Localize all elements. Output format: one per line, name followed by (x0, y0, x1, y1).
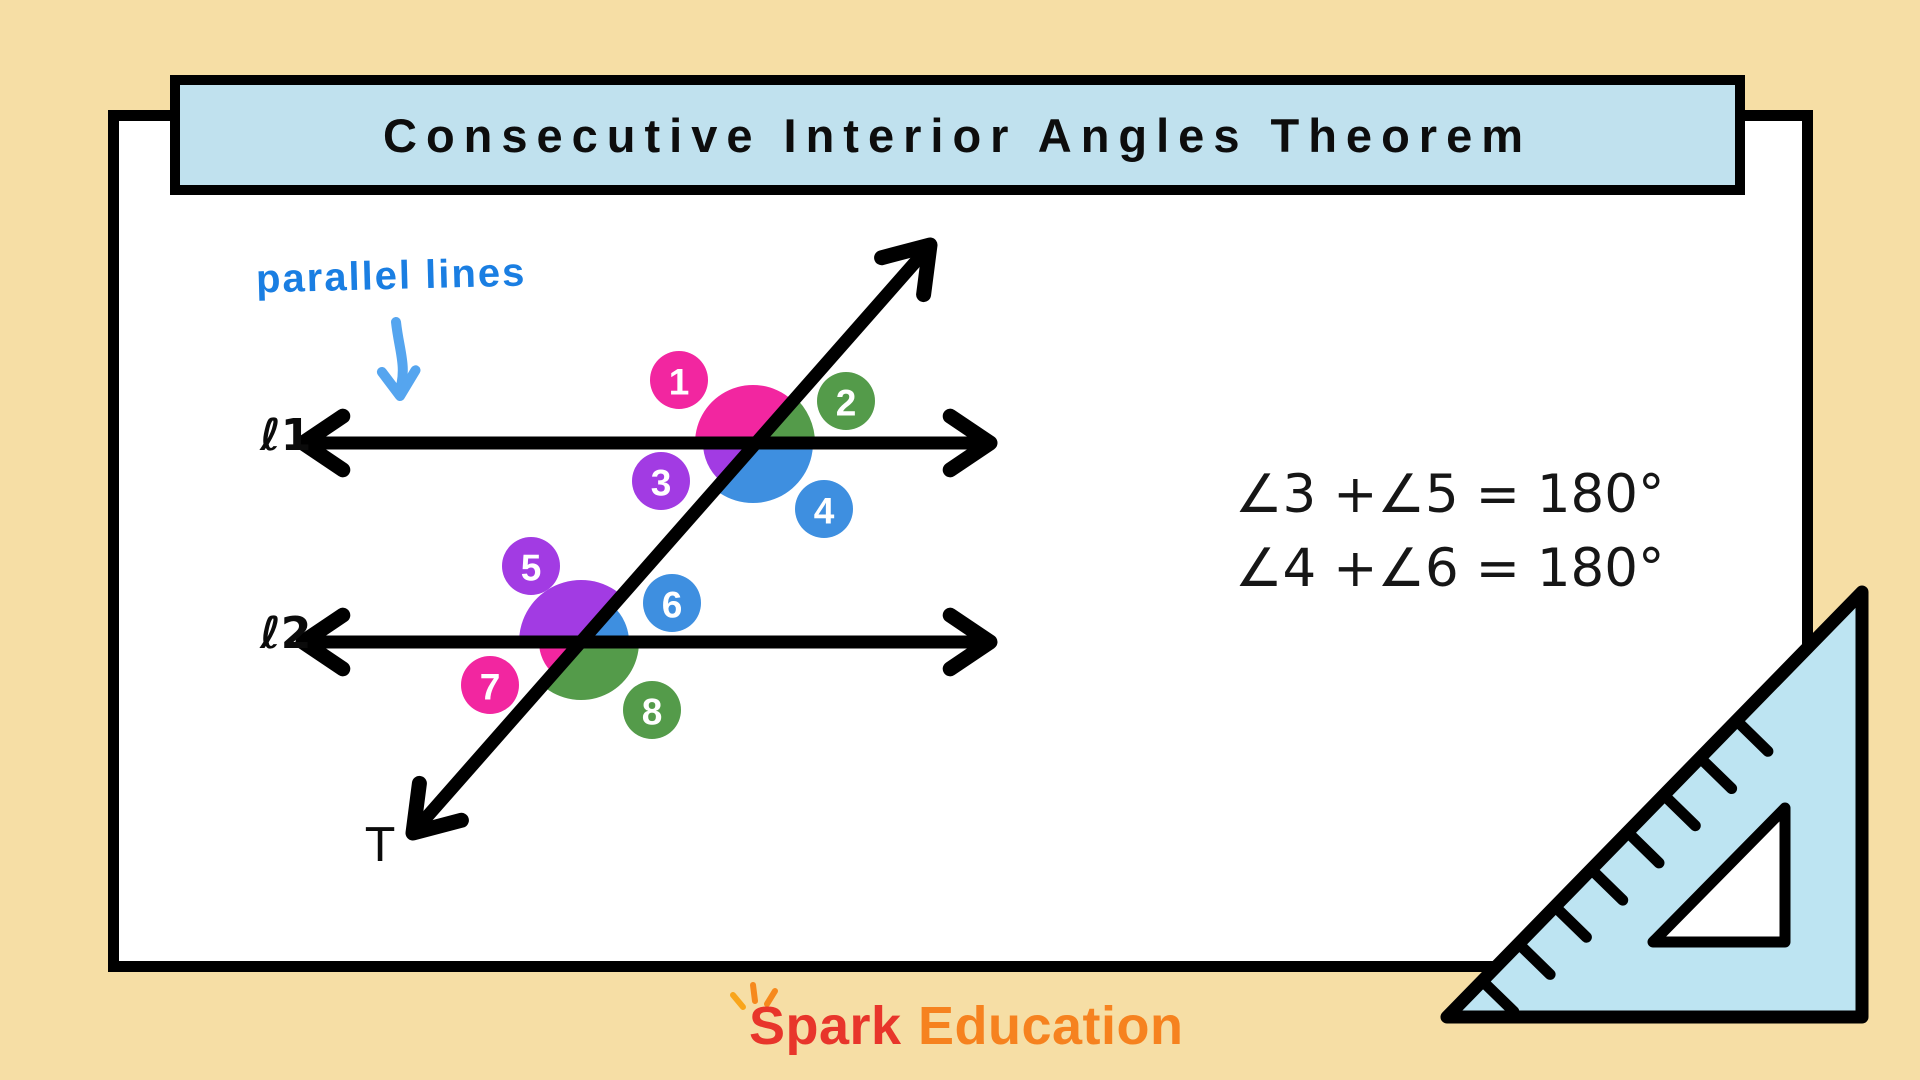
ruler-tick (1694, 752, 1738, 794)
transversal-top-arrowhead (874, 237, 938, 303)
ruler-body (1440, 585, 1869, 1024)
equation-1: ∠3 +∠5 = 180° (1235, 464, 1665, 525)
ruler-tick (1731, 715, 1774, 757)
line2-label: ℓ2 (260, 608, 312, 659)
parallel-lines-arrow (391, 317, 408, 395)
ruler-tick (1513, 938, 1556, 980)
ruler-tick (1658, 789, 1701, 832)
transversal-bottom-arrowhead (405, 775, 469, 841)
title-banner: Consecutive Interior Angles Theorem (170, 75, 1745, 195)
line1-label: ℓ1 (260, 410, 312, 461)
ruler-inner-hole (1647, 802, 1791, 948)
angle-badge-4 (795, 480, 853, 538)
transversal-label: T (366, 818, 395, 872)
ruler-tick (1476, 975, 1520, 1018)
angle-badge-label-8: 8 (642, 692, 663, 733)
equation-2: ∠4 +∠6 = 180° (1235, 538, 1665, 599)
logo-word-spark: Spark (749, 996, 902, 1056)
angle-badge-label-7: 7 (480, 667, 501, 708)
spark-education-logo: Spark Education (730, 982, 1253, 1067)
angle-badge-1 (650, 351, 708, 409)
angle-badge-7 (461, 656, 519, 714)
angle-badge-label-1: 1 (669, 362, 690, 403)
page-title: Consecutive Interior Angles Theorem (383, 108, 1532, 162)
angle-badge-label-4: 4 (814, 491, 835, 532)
ruler-tick (1549, 901, 1592, 943)
angle-wedge-5 (519, 579, 622, 642)
angle-badge-label-6: 6 (662, 585, 683, 626)
ruler-tick (1622, 826, 1665, 869)
line1-left-arrowhead (295, 408, 351, 478)
angle-badge-6 (643, 574, 701, 632)
parallel-lines-arrowhead (376, 365, 421, 401)
angle-badge-label-2: 2 (836, 383, 857, 424)
ruler-tick (1585, 863, 1629, 906)
line2-left-arrowhead (295, 607, 351, 677)
angle-wedge-8 (542, 642, 639, 701)
angle-badge-3 (632, 452, 690, 510)
angle-badge-label-3: 3 (651, 463, 672, 504)
line1-right-arrowhead (942, 408, 998, 478)
angle-wedge-4 (713, 443, 814, 504)
logo-word-education: Education (918, 996, 1184, 1056)
line2-right-arrowhead (942, 607, 998, 677)
transversal-line (418, 252, 925, 826)
angle-badge-2 (817, 372, 875, 430)
spark-rays-icon (730, 982, 778, 1010)
angle-wedge-1 (694, 384, 792, 443)
theorem-equations: ∠3 +∠5 = 180° ∠4 +∠6 = 180° (1235, 458, 1665, 606)
angle-badge-5 (502, 537, 560, 595)
angle-badge-label-5: 5 (521, 548, 542, 589)
angle-badge-8 (623, 681, 681, 739)
